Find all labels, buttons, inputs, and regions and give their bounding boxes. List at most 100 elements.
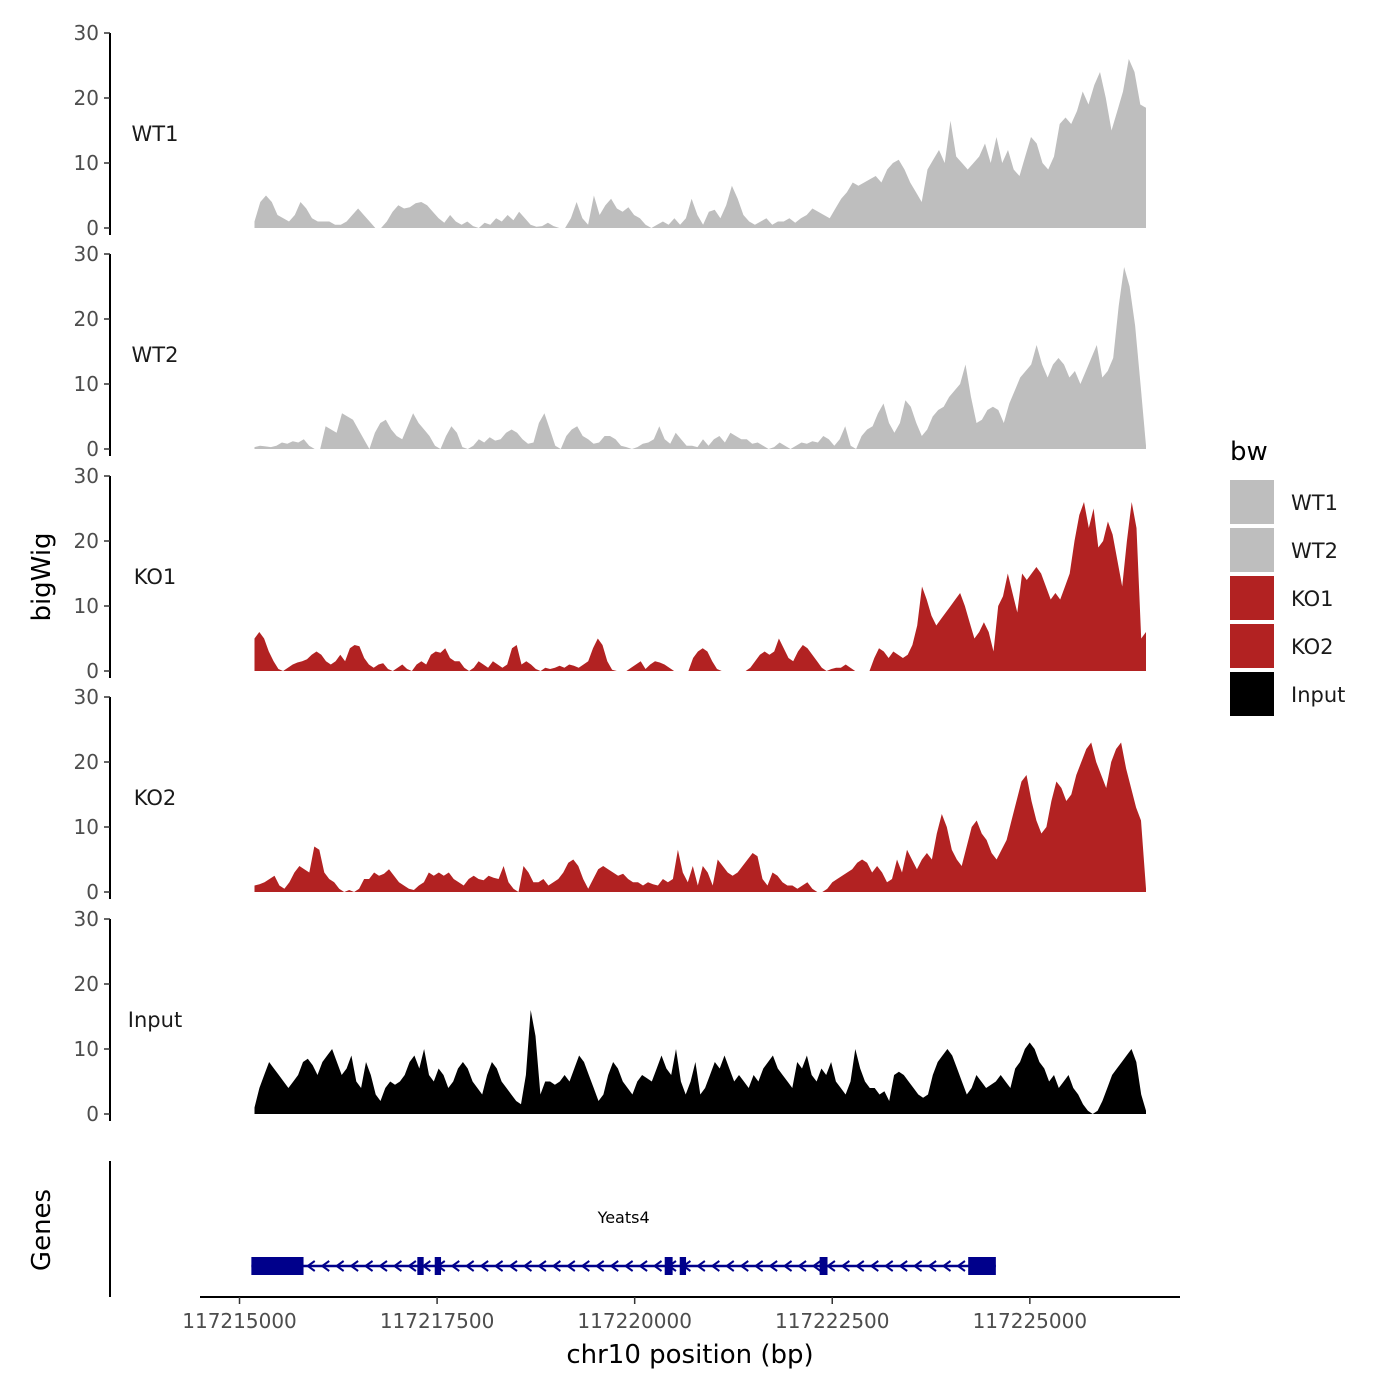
exon (968, 1257, 996, 1275)
y-tick-label: 10 (74, 815, 99, 839)
strand-arrow (797, 1260, 807, 1272)
y-tick-label: 0 (86, 880, 99, 904)
gene-label: Yeats4 (597, 1208, 650, 1227)
y-tick-label: 0 (86, 659, 99, 683)
y-tick-label: 0 (86, 216, 99, 240)
y-tick-label: 30 (74, 21, 99, 45)
strand-arrow (537, 1260, 547, 1272)
strand-arrow (811, 1260, 822, 1272)
legend-label-ko1: KO1 (1291, 587, 1334, 611)
strand-arrow (753, 1260, 764, 1272)
y-axis-title: bigWig (27, 532, 57, 621)
x-tick-label: 117215000 (182, 1309, 297, 1333)
track-label-wt2: WT2 (132, 343, 179, 367)
y-tick-label: 30 (74, 464, 99, 488)
strand-arrow (898, 1260, 908, 1272)
strand-arrow (927, 1260, 937, 1272)
strand-arrow (595, 1260, 605, 1272)
coverage-area-ko2 (254, 742, 1146, 892)
coverage-area-input (254, 1010, 1146, 1114)
coverage-area-wt1 (254, 59, 1146, 228)
coverage-area-wt2 (254, 267, 1146, 449)
legend-label-wt2: WT2 (1291, 539, 1338, 563)
legend-swatch-ko2 (1230, 624, 1274, 668)
gene-track: Yeats4 (109, 1161, 996, 1297)
strand-arrow (855, 1260, 865, 1272)
exon (434, 1257, 442, 1275)
x-tick-label: 117225000 (973, 1309, 1088, 1333)
x-axis-title: chr10 position (bp) (566, 1340, 813, 1370)
strand-arrow (710, 1260, 720, 1272)
track-label-ko2: KO2 (134, 786, 177, 810)
y-tick-label: 0 (86, 437, 99, 461)
exon (819, 1257, 828, 1275)
panel-ko1: 0 10 20 30 KO1 (74, 464, 1146, 683)
strand-arrow (450, 1260, 460, 1272)
strand-arrow (768, 1260, 778, 1272)
strand-arrow (652, 1260, 663, 1272)
y-tick-label: 10 (74, 372, 99, 396)
strand-arrow (392, 1260, 403, 1272)
strand-arrow (522, 1260, 533, 1272)
strand-arrow (609, 1260, 619, 1272)
panel-input: 0 10 20 30 Input (74, 907, 1146, 1126)
strand-arrow (956, 1260, 966, 1272)
y-tick-label: 10 (74, 151, 99, 175)
strand-arrow (826, 1260, 836, 1272)
y-tick-label: 30 (74, 685, 99, 709)
y-tick-label: 20 (74, 307, 99, 331)
exon (251, 1257, 304, 1275)
legend-label-ko2: KO2 (1291, 635, 1334, 659)
y-tick-label: 20 (74, 529, 99, 553)
y-tick-label: 20 (74, 86, 99, 110)
strand-arrow (349, 1260, 359, 1272)
strand-arrow (334, 1260, 345, 1272)
legend-swatch-wt2 (1230, 528, 1274, 572)
exon (664, 1257, 673, 1275)
gene-track-title: Genes (27, 1189, 57, 1271)
y-tick-label: 30 (74, 907, 99, 931)
y-tick-label: 0 (86, 1102, 99, 1126)
x-tick-label: 117217500 (380, 1309, 495, 1333)
strand-arrow (464, 1260, 475, 1272)
strand-arrow (508, 1260, 518, 1272)
y-tick-label: 10 (74, 594, 99, 618)
track-label-ko1: KO1 (134, 565, 177, 589)
panel-wt2: 0 10 20 30 WT2 (74, 242, 1146, 461)
legend-swatch-ko1 (1230, 576, 1274, 620)
strand-arrow (840, 1260, 850, 1272)
strand-arrow (551, 1260, 561, 1272)
exon (679, 1257, 687, 1275)
y-tick-label: 20 (74, 750, 99, 774)
strand-arrow (638, 1260, 648, 1272)
y-tick-label: 20 (74, 972, 99, 996)
coverage-area-ko1 (254, 502, 1146, 671)
legend-swatch-wt1 (1230, 480, 1274, 524)
strand-arrow (912, 1260, 923, 1272)
track-label-input: Input (128, 1008, 182, 1032)
strand-arrow (941, 1260, 952, 1272)
exon (417, 1257, 424, 1275)
strand-arrow (696, 1260, 706, 1272)
legend-title: bw (1230, 437, 1268, 467)
strand-arrow (493, 1260, 504, 1272)
y-tick-label: 10 (74, 1037, 99, 1061)
strand-arrow (407, 1260, 417, 1272)
legend-label-input: Input (1291, 683, 1345, 707)
y-tick-label: 30 (74, 242, 99, 266)
strand-arrow (739, 1260, 749, 1272)
x-tick-label: 117222500 (775, 1309, 890, 1333)
strand-arrow (566, 1260, 576, 1272)
strand-arrow (884, 1260, 894, 1272)
strand-arrow (580, 1260, 590, 1272)
strand-arrow (378, 1260, 388, 1272)
strand-arrow (363, 1260, 374, 1272)
x-axis: 117215000 117217500 117220000 117222500 1172… (182, 1296, 1180, 1333)
strand-arrow (479, 1260, 489, 1272)
strand-arrow (623, 1260, 634, 1272)
track-label-wt1: WT1 (132, 122, 179, 146)
panel-ko2: 0 10 20 30 KO2 (74, 685, 1146, 904)
legend-swatch-input (1230, 672, 1274, 716)
strand-arrow (782, 1260, 793, 1272)
